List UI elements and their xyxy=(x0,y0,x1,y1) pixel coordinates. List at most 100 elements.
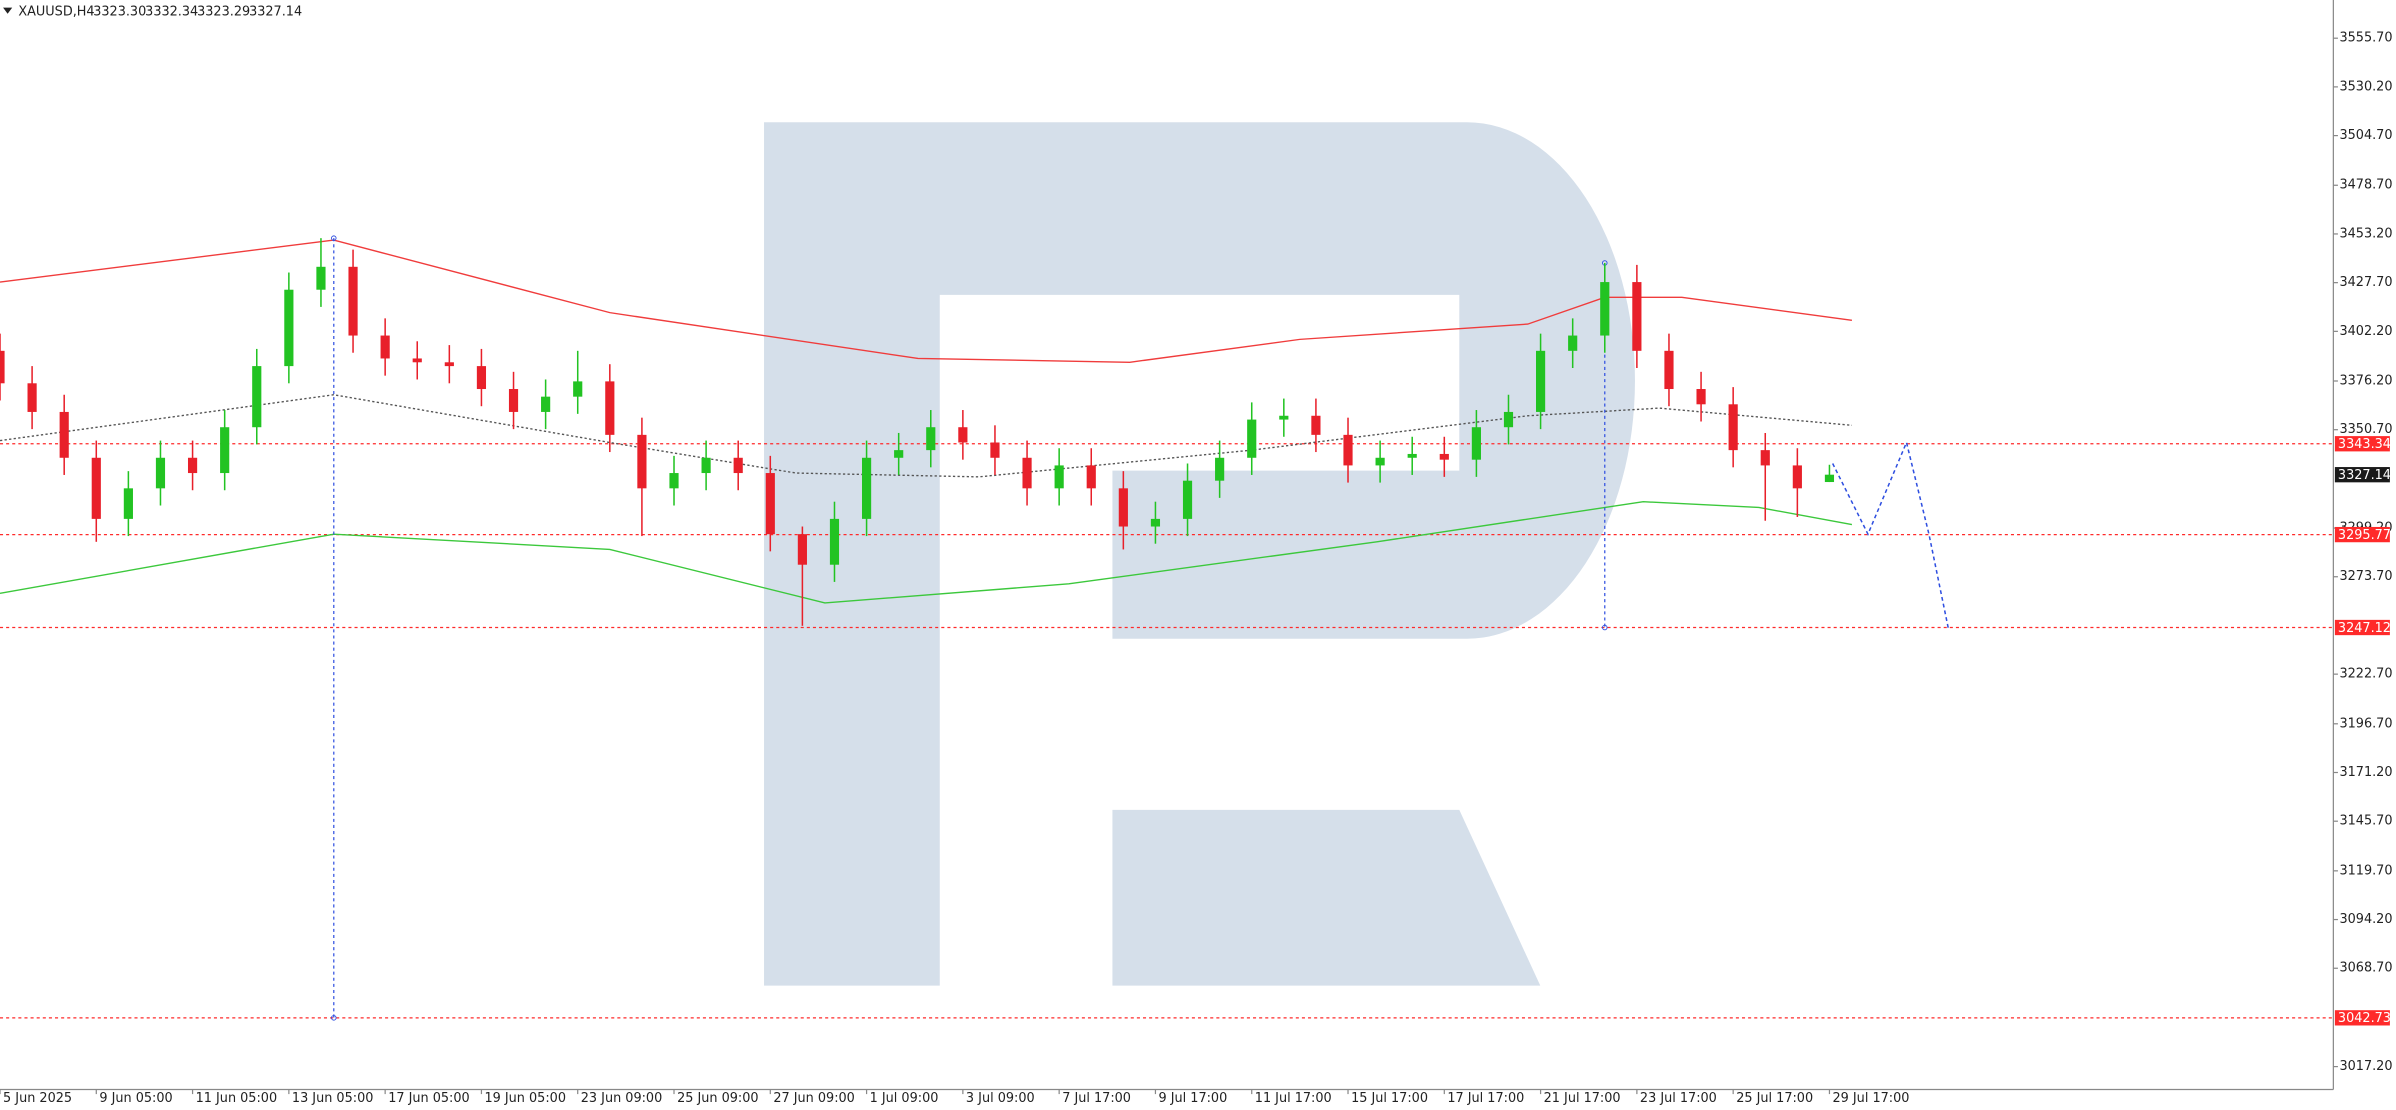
y-tick-label: 3222.70 xyxy=(2339,667,2392,682)
candle-body xyxy=(316,266,326,290)
x-tick-label: 17 Jun 05:00 xyxy=(388,1091,470,1106)
level-label-box xyxy=(2334,619,2390,636)
candle-body xyxy=(829,518,840,565)
x-tick-label: 1 Jul 09:00 xyxy=(870,1091,939,1106)
y-tick-label: 3094.20 xyxy=(2339,912,2392,927)
candle-body xyxy=(637,434,647,489)
x-tick-label: 25 Jul 17:00 xyxy=(1736,1091,1813,1106)
candle-body xyxy=(765,473,775,535)
x-tick-label: 25 Jun 09:00 xyxy=(677,1091,759,1106)
level-label-box xyxy=(2334,1010,2390,1026)
x-tick-label: 11 Jun 05:00 xyxy=(196,1091,278,1106)
x-tick-label: 9 Jul 17:00 xyxy=(1158,1091,1227,1106)
level-label: 3295.77 xyxy=(2338,528,2391,543)
x-tick-label: 5 Jun 2025 xyxy=(3,1091,72,1106)
candle-body xyxy=(220,427,230,474)
candle-body xyxy=(1118,488,1128,527)
candle-body xyxy=(1760,450,1770,466)
candle-body xyxy=(1086,465,1096,489)
candle-body xyxy=(1824,474,1835,483)
y-tick-label: 3119.70 xyxy=(2339,863,2392,878)
candle-body xyxy=(1054,465,1064,489)
watermark-logo xyxy=(764,122,1635,986)
candle-body xyxy=(1792,465,1802,489)
y-tick-label: 3555.70 xyxy=(2339,31,2392,46)
candle-body xyxy=(91,457,101,519)
forecast-line xyxy=(1831,440,1949,628)
vertical-end xyxy=(1602,624,1608,631)
candle-body xyxy=(1343,434,1353,466)
y-tick-label: 3171.20 xyxy=(2339,765,2392,780)
candle-body xyxy=(123,488,133,519)
candle-body xyxy=(861,457,872,519)
candle-body xyxy=(348,266,358,336)
candle-body xyxy=(1728,404,1738,451)
x-tick-label: 23 Jul 17:00 xyxy=(1640,1091,1717,1106)
candle-body xyxy=(1568,335,1578,351)
candle-body xyxy=(444,362,454,367)
price-label: 3327.14 xyxy=(2338,468,2391,483)
candle-body xyxy=(1022,457,1032,489)
candle-body xyxy=(476,366,487,390)
candle-body xyxy=(508,389,519,412)
candle-body xyxy=(1182,480,1193,519)
candle-body xyxy=(1600,282,1610,336)
candle-body xyxy=(669,473,679,489)
x-tick-label: 27 Jun 09:00 xyxy=(773,1091,855,1106)
x-tick-label: 29 Jul 17:00 xyxy=(1833,1091,1910,1106)
candle-body xyxy=(894,450,904,458)
candle-body xyxy=(252,366,262,428)
vertical-end xyxy=(331,235,337,241)
x-tick-label: 23 Jun 09:00 xyxy=(581,1091,663,1106)
candle-body xyxy=(187,457,198,474)
candle-body xyxy=(605,381,615,435)
candle-body xyxy=(1696,389,1706,405)
candle-body xyxy=(926,427,936,451)
candle-body xyxy=(797,534,807,565)
y-tick-label: 3453.20 xyxy=(2339,226,2392,241)
indicator-line xyxy=(0,239,1853,363)
candle-body xyxy=(1279,415,1289,420)
candle-body xyxy=(990,442,1000,458)
ohlc-low: 3323.29 xyxy=(197,5,250,20)
y-tick-label: 3376.20 xyxy=(2339,374,2392,389)
candle-body xyxy=(541,396,551,412)
level-label-box xyxy=(2334,436,2390,452)
x-tick-label: 11 Jul 17:00 xyxy=(1255,1091,1332,1106)
candle-body xyxy=(1407,453,1417,458)
candle-body xyxy=(155,457,166,489)
candle-body xyxy=(380,335,390,359)
indicator-line xyxy=(0,394,1852,478)
candle-body xyxy=(1375,457,1385,466)
x-tick-label: 9 Jun 05:00 xyxy=(99,1091,172,1106)
level-label: 3042.73 xyxy=(2338,1011,2391,1026)
y-tick-label: 3145.70 xyxy=(2339,814,2392,829)
y-tick-label: 3350.70 xyxy=(2339,422,2392,437)
x-tick-label: 19 Jun 05:00 xyxy=(484,1091,566,1106)
candle-body xyxy=(412,358,422,363)
level-label: 3247.12 xyxy=(2338,621,2391,636)
candle-body xyxy=(284,289,294,367)
candle-body xyxy=(1536,350,1546,412)
x-tick-label: 7 Jul 17:00 xyxy=(1062,1091,1131,1106)
y-tick-label: 3017.20 xyxy=(2339,1059,2392,1074)
candle-body xyxy=(1247,419,1257,458)
candle-body xyxy=(1150,518,1161,527)
level-label: 3343.34 xyxy=(2338,437,2391,452)
candle-body xyxy=(1664,350,1674,390)
y-tick-label: 3196.70 xyxy=(2339,716,2392,731)
candle-body xyxy=(958,427,968,443)
candle-body xyxy=(0,350,5,384)
candle-body xyxy=(59,411,69,458)
y-tick-label: 3504.70 xyxy=(2339,128,2392,143)
x-tick-label: 21 Jul 17:00 xyxy=(1544,1091,1621,1106)
candle-body xyxy=(1632,282,1642,351)
candle-body xyxy=(1503,411,1514,428)
y-tick-label: 3478.70 xyxy=(2339,178,2392,193)
y-tick-label: 3068.70 xyxy=(2339,961,2392,976)
candle-body xyxy=(701,457,711,474)
y-tick-label: 3530.20 xyxy=(2339,79,2392,94)
candle-body xyxy=(1311,415,1321,435)
